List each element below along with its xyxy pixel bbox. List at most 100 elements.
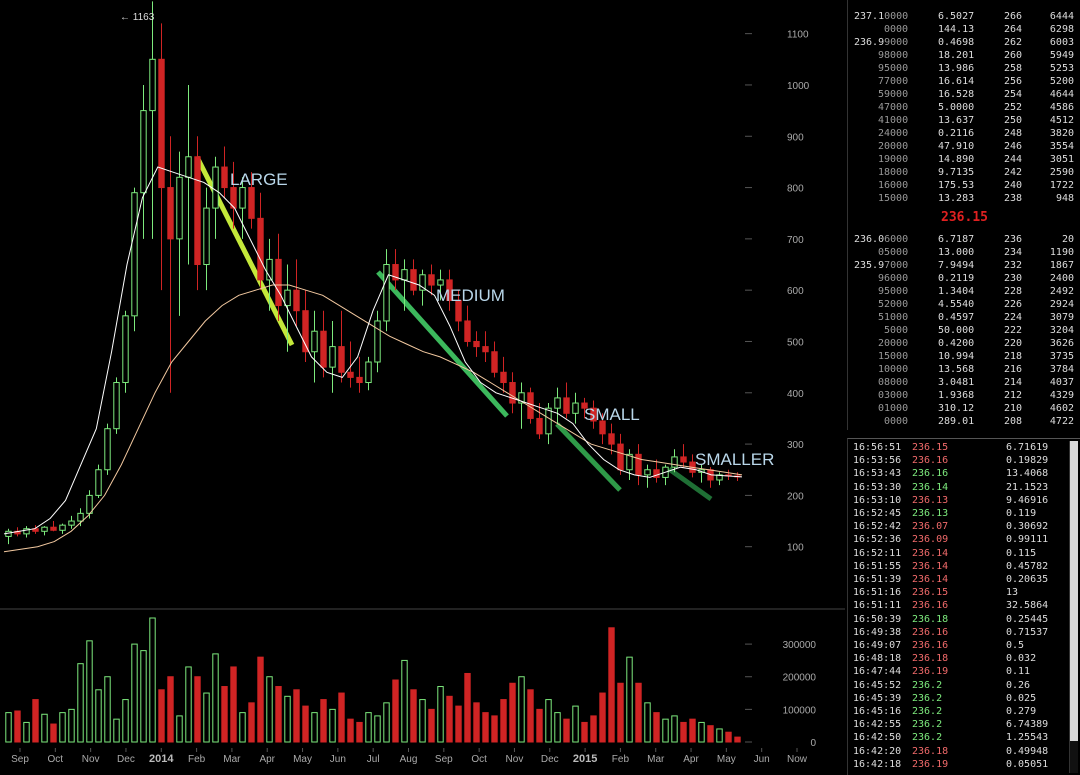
- trade-price: 236.2: [912, 679, 943, 691]
- trade-row: 16:47:44 236.19 0.11: [848, 665, 1074, 678]
- volume-bar: [185, 666, 192, 743]
- volume-bar: [203, 692, 210, 743]
- trade-amount: 21.1523: [1006, 481, 1049, 493]
- order-book-row: 77000 16.614 256 5200: [848, 75, 1080, 88]
- order-book-row: 235.97000 7.9494 232 1867: [848, 259, 1080, 272]
- volume-bar: [581, 721, 588, 743]
- trade-price: 236.19: [912, 666, 949, 678]
- order-price: 96000: [878, 273, 909, 284]
- candle-body: [518, 392, 525, 404]
- trade-time: 16:42:50: [853, 732, 902, 744]
- trade-time: 16:48:18: [853, 653, 902, 665]
- trades-scrollbar-thumb[interactable]: [1070, 441, 1078, 741]
- order-book-row: 98000 18.201 260 5949: [848, 49, 1080, 62]
- price-chart-panel[interactable]: 100 200 300 400 500 600 700 800 900 1000 1100 0 1000…: [0, 0, 845, 774]
- y-tick-label: 100: [787, 543, 804, 554]
- trade-price: 236.15: [912, 442, 949, 453]
- volume-bar: [320, 699, 327, 743]
- order-book-row: 20000 47.910 246 3554: [848, 140, 1080, 153]
- candle-body: [167, 187, 174, 240]
- candle-body: [428, 274, 435, 286]
- trade-amount: 0.19829: [1006, 455, 1049, 467]
- trade-row: 16:45:16 236.2 0.279: [848, 705, 1074, 718]
- order-book-row: 41000 13.637 250 4512: [848, 114, 1080, 127]
- candle-body: [185, 156, 192, 178]
- volume-bar: [392, 679, 399, 743]
- trade-row: 16:42:55 236.2 6.74389: [848, 718, 1074, 731]
- order-total: 3626: [1049, 338, 1074, 349]
- order-amount: 16.614: [938, 76, 975, 87]
- trade-time: 16:53:10: [853, 494, 902, 506]
- order-price: 15000: [878, 351, 909, 362]
- order-price: 05000: [878, 247, 909, 258]
- order-amount: 1.3404: [938, 286, 975, 297]
- volume-bar: [293, 689, 300, 743]
- trade-price: 236.07: [912, 521, 949, 533]
- volume-bar: [158, 689, 165, 743]
- y-tick-label: 200: [787, 491, 804, 502]
- order-price: 24000: [878, 128, 909, 139]
- trades-scrollbar[interactable]: [1069, 441, 1078, 773]
- candle-body: [581, 402, 588, 409]
- last-price: 236.15: [941, 210, 988, 225]
- x-tick-label: Dec: [117, 754, 135, 765]
- x-tick-label: Now: [787, 754, 808, 765]
- trade-price: 236.16: [912, 640, 949, 651]
- candle-body: [284, 289, 291, 307]
- volume-bar: [734, 736, 741, 743]
- trade-price: 236.2: [912, 719, 943, 731]
- order-price: 51000: [878, 312, 909, 323]
- volume-bar: [707, 725, 714, 743]
- candle-body: [176, 176, 183, 240]
- candle-body: [266, 258, 273, 281]
- order-book-row: 16000 175.53 240 1722: [848, 179, 1080, 192]
- candle-body: [329, 346, 336, 368]
- order-price: 18000: [878, 167, 909, 178]
- annotation-medium: MEDIUM: [436, 286, 505, 305]
- recent-trades-list[interactable]: 16:56:51 236.15 6.71619 16:53:56 236.16 0.198…: [847, 438, 1080, 775]
- volume-bar: [527, 689, 534, 743]
- order-book-row: 0000 289.01 208 4722: [848, 415, 1080, 428]
- order-total: 2924: [1049, 299, 1074, 310]
- trade-amount: 0.45782: [1006, 560, 1049, 572]
- order-price: 95000: [878, 286, 909, 297]
- trade-row: 16:42:50 236.2 1.25543: [848, 731, 1074, 744]
- moving-average-fast: [3, 166, 743, 535]
- trade-time: 16:51:55: [853, 560, 902, 572]
- trend-line-medium: [376, 270, 509, 418]
- order-total: 3554: [1049, 141, 1074, 152]
- order-level: 256: [1004, 76, 1023, 87]
- order-price: 77000: [878, 76, 909, 87]
- order-book-row: 20000 0.4200 220 3626: [848, 337, 1080, 350]
- order-amount: 0.4698: [938, 37, 975, 48]
- order-total: 4722: [1049, 416, 1074, 427]
- candle-body: [41, 526, 48, 532]
- volume-bar: [347, 718, 354, 743]
- x-tick-label: Feb: [612, 754, 630, 765]
- trade-price: 236.16: [912, 626, 949, 638]
- order-amount: 16.528: [938, 89, 975, 100]
- volume-bar: [311, 712, 318, 743]
- price-chart[interactable]: 100 200 300 400 500 600 700 800 900 1000 1100 0 1000…: [0, 0, 845, 774]
- order-level: 262: [1004, 37, 1023, 48]
- trade-row: 16:49:07 236.16 0.5: [848, 639, 1074, 652]
- volume-bar: [77, 663, 84, 743]
- order-book-row: 15000 13.283 238 948: [848, 192, 1080, 205]
- trade-row: 16:53:10 236.13 9.46916: [848, 494, 1074, 507]
- order-price: 0000: [884, 24, 909, 35]
- volume-bar: [482, 712, 489, 743]
- order-price: 20000: [878, 141, 909, 152]
- candle-body: [653, 469, 660, 478]
- candle-body: [617, 443, 624, 471]
- order-level: 236: [1004, 234, 1023, 245]
- trade-row: 16:53:30 236.14 21.1523: [848, 481, 1074, 494]
- volume-bar: [689, 718, 696, 743]
- order-book-row: 24000 0.2116 248 3820: [848, 127, 1080, 140]
- order-total: 20: [1061, 234, 1074, 245]
- y-tick-label: 800: [787, 184, 804, 195]
- order-price: 0000: [884, 416, 909, 427]
- trade-amount: 0.115: [1006, 547, 1037, 559]
- trade-amount: 0.49948: [1006, 745, 1049, 757]
- order-level: 254: [1004, 89, 1023, 100]
- order-total: 6003: [1049, 37, 1074, 48]
